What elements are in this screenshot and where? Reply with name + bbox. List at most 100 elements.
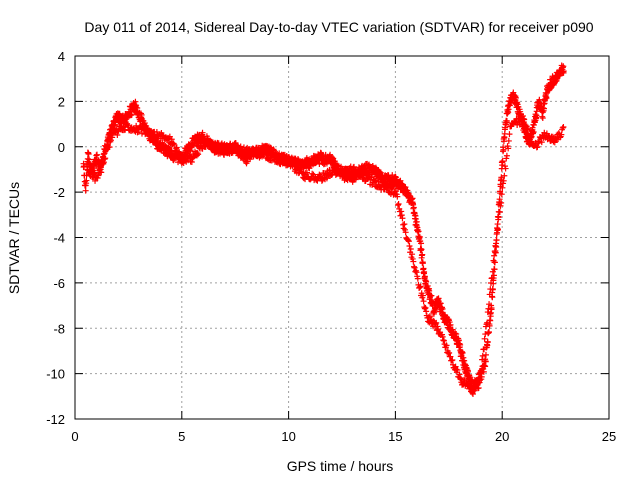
y-tick-label: 2 [58,94,65,109]
data-point-marker [474,381,481,388]
data-point-marker [417,283,424,290]
data-point-marker [520,115,527,122]
data-point-marker [503,155,510,162]
data-point-marker [430,310,437,317]
data-point-marker [487,279,494,286]
data-point-marker [503,152,510,159]
data-point-marker [418,246,425,253]
data-point-marker [102,155,109,162]
data-point-marker [494,226,501,233]
data-point-marker [534,143,541,150]
data-point-marker [419,292,426,299]
data-point-marker [484,341,491,348]
data-point-marker [310,161,317,168]
data-point-marker [328,154,335,161]
data-point-marker [457,376,464,383]
data-point-marker [487,286,494,293]
data-point-marker [81,172,88,179]
data-point-marker [318,177,325,184]
data-point-marker [84,155,91,162]
data-point-marker [494,221,501,228]
data-point-marker [407,245,414,252]
data-point-marker [424,282,431,289]
data-point-marker [186,148,193,155]
data-point-marker [447,325,454,332]
data-point-marker [439,305,446,312]
data-point-marker [414,224,421,231]
data-point-marker [494,227,501,234]
data-point-marker [399,215,406,222]
data-point-marker [411,264,418,271]
data-point-marker [478,376,485,383]
data-point-marker [404,189,411,196]
data-point-marker [421,268,428,275]
data-point-marker [536,99,543,106]
data-point-marker [445,316,452,323]
data-point-marker [502,121,509,128]
data-point-marker [516,106,523,113]
data-point-marker [347,175,354,182]
data-point-marker [551,139,558,146]
data-point-marker [97,168,104,175]
data-point-marker [330,164,337,171]
data-point-marker [482,358,489,365]
data-point-marker [88,166,95,173]
data-point-marker [435,298,442,305]
data-point-marker [541,105,548,112]
data-point-marker [391,174,398,181]
data-point-marker [482,363,489,370]
data-point-marker [484,338,491,345]
data-point-marker [388,179,395,186]
data-point-marker [542,95,549,102]
data-point-marker [433,327,440,334]
data-point-marker [551,79,558,86]
data-point-marker [512,94,519,101]
data-point-marker [440,337,447,344]
data-point-marker [306,165,313,172]
data-point-marker [455,337,462,344]
chart-title: Day 011 of 2014, Sidereal Day-to-day VTE… [84,19,593,35]
data-point-marker [504,106,511,113]
data-point-marker [519,112,526,119]
data-point-marker [417,247,424,254]
data-point-marker [413,218,420,225]
data-point-marker [477,367,484,374]
data-point-marker [482,331,489,338]
x-tick-label: 0 [71,429,78,444]
data-point-marker [400,225,407,232]
data-point-marker [485,305,492,312]
data-point-marker [505,137,512,144]
data-point-marker [418,254,425,261]
data-point-marker [323,175,330,182]
data-point-marker [550,138,557,145]
data-point-marker [490,257,497,264]
data-point-marker [419,251,426,258]
data-point-marker [376,168,383,175]
data-point-marker [402,184,409,191]
data-point-marker [420,298,427,305]
axis-ticks: 0 5 10 15 20 25 -12 -10 -8 -6 -4 -2 0 2 4 [46,49,616,444]
data-point-marker [479,352,486,359]
data-point-marker [522,129,529,136]
data-point-marker [533,108,540,115]
data-point-marker [421,274,428,281]
data-point-marker [472,385,479,392]
data-point-marker [451,333,458,340]
data-point-marker [486,322,493,329]
data-point-marker [484,319,491,326]
data-point-marker [396,178,403,185]
data-point-marker [173,144,180,151]
data-point-marker [352,176,359,183]
data-point-marker [309,170,316,177]
data-point-marker [303,169,310,176]
data-point-marker [308,155,315,162]
data-point-marker [425,286,432,293]
data-point-marker [498,191,505,198]
x-tick-label: 5 [178,429,185,444]
data-point-marker [154,146,161,153]
data-point-marker [170,140,177,147]
data-point-marker [405,193,412,200]
data-point-marker [500,177,507,184]
data-point-marker [560,69,567,76]
data-point-marker [516,121,523,128]
